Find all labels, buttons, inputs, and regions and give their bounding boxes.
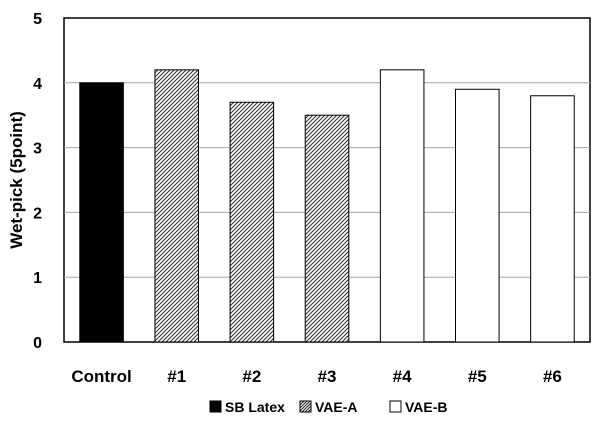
bar <box>379 69 425 343</box>
x-tick-label: #3 <box>318 367 337 386</box>
x-tick-label: #5 <box>468 367 487 386</box>
bar <box>304 114 350 343</box>
x-tick-label: #2 <box>242 367 261 386</box>
y-tick-label: 4 <box>33 76 42 93</box>
bars <box>79 69 575 343</box>
y-tick-label: 2 <box>33 205 42 222</box>
y-tick-label: 5 <box>33 11 42 28</box>
y-axis-label: Wet-pick (5point) <box>7 111 26 249</box>
legend-label: VAE-B <box>405 399 448 415</box>
bar <box>229 101 275 343</box>
bar <box>454 88 500 343</box>
x-tick-label: #1 <box>167 367 186 386</box>
bar <box>530 95 575 343</box>
legend-swatch <box>209 400 222 413</box>
y-tick-label: 3 <box>33 141 42 158</box>
legend-swatch <box>299 400 312 413</box>
x-tick-label: Control <box>71 367 131 386</box>
bar <box>79 82 124 343</box>
bar <box>154 69 200 343</box>
y-tick-label: 0 <box>33 335 42 352</box>
legend-label: VAE-A <box>315 399 358 415</box>
x-tick-labels: Control #1 #2 #3 #4 #5 #6 <box>71 367 562 386</box>
legend-swatch <box>389 400 402 413</box>
legend-label: SB Latex <box>225 399 285 415</box>
legend: SB Latex VAE-A VAE-B <box>209 399 448 415</box>
y-tick-label: 1 <box>33 270 42 287</box>
x-tick-label: #6 <box>543 367 562 386</box>
y-tick-labels: 0 1 2 3 4 5 <box>33 11 42 352</box>
x-tick-label: #4 <box>393 367 412 386</box>
